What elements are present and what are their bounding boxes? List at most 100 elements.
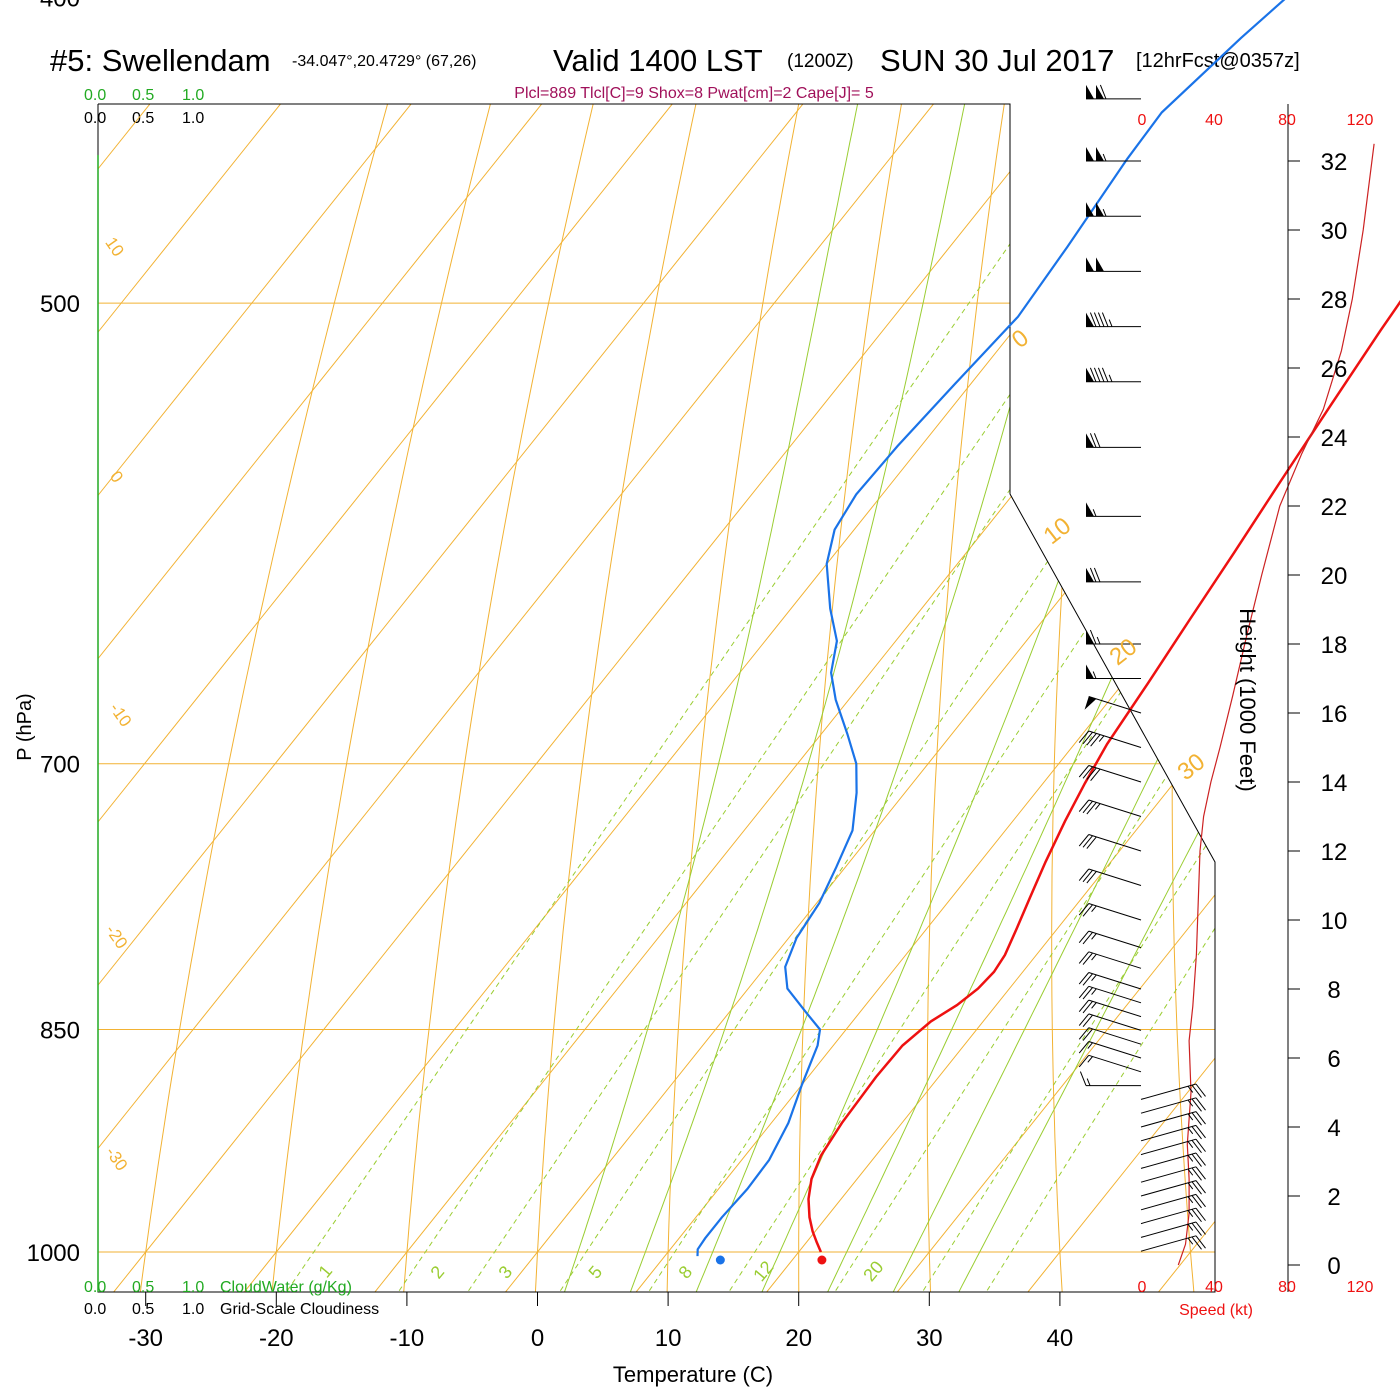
barb-feather bbox=[1082, 1014, 1093, 1028]
isotherm-line bbox=[98, 104, 949, 1292]
isotherm-line bbox=[624, 104, 1215, 1292]
barb-flag bbox=[1086, 257, 1094, 272]
barb-flag bbox=[1086, 630, 1094, 644]
utc-time: (1200Z) bbox=[787, 51, 854, 72]
temperature-tick-label: 40 bbox=[1047, 1325, 1074, 1352]
mixing-ratio-line bbox=[825, 104, 1215, 1292]
dry-adiabat-line bbox=[534, 104, 907, 1292]
barb-half-feather bbox=[1187, 1085, 1194, 1093]
speed-scale-label: 120 bbox=[1347, 1279, 1374, 1296]
barb-feather bbox=[1195, 1152, 1206, 1166]
barb-shaft bbox=[1088, 765, 1142, 783]
moist-adiabat-line bbox=[885, 104, 1215, 1292]
barb-feather bbox=[1082, 869, 1093, 883]
isotherm-line bbox=[98, 104, 1080, 1292]
wind-barb bbox=[1078, 834, 1142, 852]
wind-barb bbox=[1078, 903, 1142, 921]
wind-speed-profile bbox=[1177, 143, 1375, 1266]
barb-feather bbox=[1101, 312, 1109, 327]
cloud-scale-label: 1.0 bbox=[182, 110, 204, 127]
barb-half-feather bbox=[1187, 1168, 1194, 1176]
wind-barb bbox=[1086, 629, 1141, 645]
barb-feather bbox=[1195, 1125, 1206, 1139]
barb-feather bbox=[1078, 951, 1090, 964]
wind-barb bbox=[1086, 502, 1141, 517]
barb-shaft bbox=[1140, 1111, 1197, 1128]
barb-feather bbox=[1195, 1221, 1206, 1235]
barb-half-feather bbox=[1187, 1154, 1194, 1162]
height-axis-title: Height (1000 Feet) bbox=[1235, 608, 1260, 791]
barb-half-feather bbox=[1187, 1141, 1194, 1148]
speed-scale-bottom: 0 40 80 120 Speed (kt) bbox=[1138, 1279, 1374, 1319]
pressure-tick-label: 700 bbox=[40, 752, 80, 779]
barb-shaft bbox=[1088, 999, 1142, 1018]
dry-adiabat-line bbox=[270, 104, 733, 1292]
cloud-scale-label: 1.0 bbox=[182, 87, 204, 104]
barb-feather bbox=[1195, 1180, 1206, 1194]
speed-scale-label: 120 bbox=[1347, 112, 1374, 129]
barb-feather bbox=[1097, 312, 1105, 327]
barb-feather bbox=[1195, 1083, 1206, 1097]
barb-feather bbox=[1090, 768, 1101, 782]
height-tick-label: 0 bbox=[1327, 1253, 1340, 1280]
speed-scale-label: 0 bbox=[1138, 1279, 1147, 1296]
barb-shaft bbox=[1140, 1124, 1197, 1142]
isotherm-line bbox=[98, 104, 1215, 1292]
cloudwater-scale-top: 0.0 0.5 1.0 bbox=[84, 87, 204, 104]
isotherm-line bbox=[98, 104, 818, 1292]
barb-half-feather bbox=[1095, 803, 1101, 810]
dry-adiabat-line bbox=[402, 104, 820, 1292]
mixing-ratio-line bbox=[458, 104, 1215, 1292]
barb-feather bbox=[1089, 629, 1097, 645]
barb-shaft bbox=[1088, 834, 1142, 852]
barb-shaft bbox=[1088, 951, 1142, 969]
height-tick-label: 14 bbox=[1321, 770, 1348, 797]
cloud-scale-label: 0.0 bbox=[84, 110, 106, 127]
barb-half-feather bbox=[1098, 735, 1105, 742]
barb-shaft bbox=[1088, 972, 1142, 990]
isotherm-line bbox=[102, 104, 1215, 1292]
barb-feather bbox=[1195, 1235, 1206, 1249]
pressure-tick-label: 850 bbox=[40, 1018, 80, 1045]
barb-half-feather bbox=[1091, 974, 1097, 982]
cloud-scale-label: 0.5 bbox=[132, 87, 154, 104]
barb-feather bbox=[1079, 1071, 1087, 1086]
mixing-ratio-line bbox=[549, 104, 1215, 1292]
barb-shaft bbox=[1140, 1083, 1197, 1100]
speed-scale-label: 40 bbox=[1205, 112, 1223, 129]
barb-shaft bbox=[1088, 1041, 1142, 1059]
barb-feather bbox=[1086, 802, 1097, 815]
mixing-ratio-label: 12 bbox=[749, 1257, 777, 1285]
wind-barb bbox=[1078, 1041, 1142, 1059]
wind-barb bbox=[1140, 1235, 1206, 1252]
wind-barb bbox=[1078, 868, 1142, 886]
wind-barb bbox=[1078, 1027, 1142, 1045]
x-axis-title: Temperature (C) bbox=[613, 1362, 773, 1387]
barb-half-feather bbox=[1092, 671, 1097, 679]
barb-feather bbox=[1099, 84, 1107, 100]
profiles bbox=[696, 0, 1400, 1266]
wind-barb bbox=[1086, 202, 1141, 217]
barb-feather bbox=[1090, 734, 1101, 747]
wind-barbs bbox=[1078, 84, 1206, 1252]
barb-feather bbox=[1089, 367, 1097, 382]
barb-half-feather bbox=[1187, 1127, 1194, 1135]
wind-barb bbox=[1140, 1193, 1206, 1211]
barb-feather bbox=[1195, 1138, 1206, 1152]
wind-barb bbox=[1078, 1054, 1142, 1073]
height-tick-label: 24 bbox=[1321, 425, 1348, 452]
height-tick-label: 6 bbox=[1327, 1046, 1340, 1073]
speed-scale-label: 80 bbox=[1278, 112, 1296, 129]
wind-barb bbox=[1086, 367, 1141, 383]
barb-feather bbox=[1082, 973, 1093, 986]
temperature-tick-label: 30 bbox=[916, 1325, 943, 1352]
barb-shaft bbox=[1088, 1027, 1142, 1045]
isotherm-line bbox=[98, 104, 557, 1292]
barb-flag bbox=[1086, 433, 1094, 448]
dry-adiabat-label: 10 bbox=[101, 234, 127, 260]
barb-feather bbox=[1086, 733, 1097, 746]
mixing-ratio-label: 20 bbox=[859, 1257, 887, 1285]
barb-flag bbox=[1096, 257, 1104, 272]
barb-feather bbox=[1093, 312, 1101, 327]
